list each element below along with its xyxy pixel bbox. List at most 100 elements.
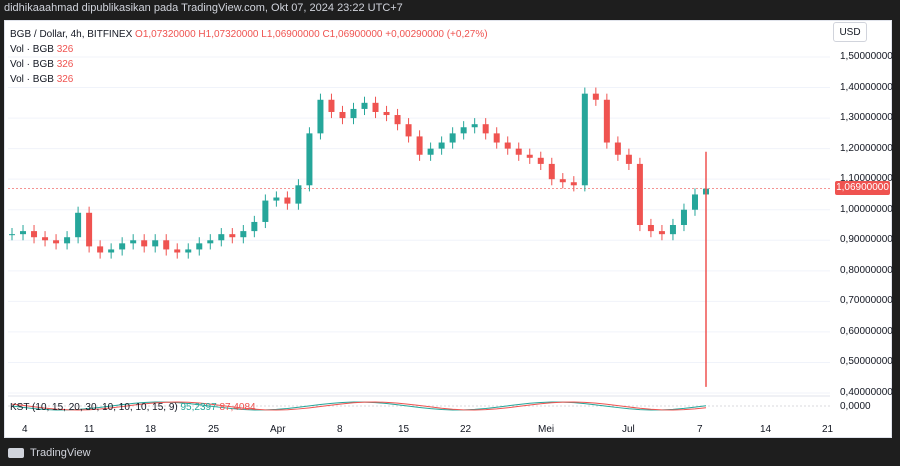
vol-value: 326 xyxy=(56,74,74,85)
kst-value-2: 87,4084 xyxy=(219,402,256,413)
candle-body xyxy=(438,142,445,149)
y-tick-label: 0,60000000 xyxy=(840,325,893,337)
x-tick-label: Apr xyxy=(270,424,286,435)
vol-value: 326 xyxy=(56,44,74,55)
candle-body xyxy=(328,99,335,112)
candle-body xyxy=(152,240,159,247)
candle-body xyxy=(548,163,555,180)
x-tick-label: 18 xyxy=(145,424,157,435)
candle-body xyxy=(317,99,324,134)
candle-body xyxy=(9,234,15,236)
x-tick-label: 7 xyxy=(697,424,703,435)
candle-body xyxy=(493,133,500,143)
chart-panel[interactable] xyxy=(4,20,892,438)
candle-body xyxy=(504,142,511,149)
candle-body xyxy=(405,124,412,137)
candle-body xyxy=(691,194,698,210)
candle-body xyxy=(174,249,181,253)
candle-body xyxy=(20,231,27,235)
candle-body xyxy=(680,209,687,225)
x-tick-label: 14 xyxy=(760,424,772,435)
x-tick-label: 8 xyxy=(337,424,343,435)
candle-body xyxy=(141,240,148,247)
x-tick-label: Mei xyxy=(538,424,555,435)
candle-body xyxy=(625,154,632,164)
x-tick-label: 21 xyxy=(822,424,834,435)
candle-body xyxy=(471,124,478,128)
y-tick-label: 1,30000000 xyxy=(840,112,893,124)
symbol-label[interactable]: BGB / Dollar, 4h, BITFINEX xyxy=(10,29,133,40)
vol-label[interactable]: Vol · BGB xyxy=(10,59,54,70)
y-tick-label: 0,90000000 xyxy=(840,234,893,246)
kst-legend: KST (10, 15, 20, 30, 10, 10, 10, 15, 9) … xyxy=(10,402,256,413)
kst-signal-line xyxy=(11,401,707,411)
x-tick-label: 22 xyxy=(460,424,472,435)
candle-body xyxy=(97,246,104,253)
y-tick-label: 0,70000000 xyxy=(840,295,893,307)
y-tick-label: 1,40000000 xyxy=(840,81,893,93)
attribution-text: didhikaaahmad dipublikasikan pada Tradin… xyxy=(4,2,403,14)
y-tick-label: 0,50000000 xyxy=(840,356,893,368)
candle-body xyxy=(130,240,137,244)
candle-body xyxy=(361,102,368,109)
candle-body xyxy=(559,179,566,183)
candle-body xyxy=(240,231,247,238)
candle-body xyxy=(515,148,522,155)
y-tick-label: 1,10000000 xyxy=(840,173,893,185)
candle-body xyxy=(196,243,203,250)
candle-body xyxy=(207,240,214,244)
candle-body xyxy=(570,182,577,186)
x-tick-label: Jul xyxy=(622,424,635,435)
y-tick-label: 0,80000000 xyxy=(840,264,893,276)
candle-body xyxy=(526,154,533,158)
vol-value: 326 xyxy=(56,59,74,70)
candle-body xyxy=(669,225,676,235)
candle-body xyxy=(229,234,236,238)
y-tick-label: 0,40000000 xyxy=(840,387,893,398)
candle-body xyxy=(537,157,544,164)
candle-body xyxy=(262,200,269,222)
footer: TradingView xyxy=(8,445,91,461)
x-tick-label: 4 xyxy=(22,424,28,435)
candle-body xyxy=(218,234,225,241)
candle-body xyxy=(449,133,456,143)
brand-label[interactable]: TradingView xyxy=(30,447,91,459)
candle-body xyxy=(592,93,599,100)
candle-body xyxy=(108,249,115,253)
candle-body xyxy=(647,225,654,232)
currency-button[interactable]: USD xyxy=(833,22,867,42)
last-price-tag: 1,06900000 xyxy=(835,181,890,195)
candle-body xyxy=(284,197,291,204)
y-tick-label: 1,00000000 xyxy=(840,203,893,215)
candle-body xyxy=(614,142,621,155)
kst-label[interactable]: KST (10, 15, 20, 30, 10, 10, 10, 15, 9) xyxy=(10,402,178,413)
candle-body xyxy=(42,237,49,241)
candle-body xyxy=(75,212,82,238)
candle-body xyxy=(581,93,588,186)
candle-body xyxy=(350,108,357,119)
candle-body xyxy=(339,111,346,119)
candle-body xyxy=(119,243,126,250)
candle-body xyxy=(251,221,258,232)
x-tick-label: 25 xyxy=(208,424,220,435)
candle-body xyxy=(394,115,401,125)
ohlc-values: O1,07320000 H1,07320000 L1,06900000 C1,0… xyxy=(135,29,488,40)
x-tick-label: 11 xyxy=(84,424,95,435)
vol-label[interactable]: Vol · BGB xyxy=(10,44,54,55)
x-tick-label: 15 xyxy=(398,424,410,435)
candle-body xyxy=(603,99,610,143)
vol-label[interactable]: Vol · BGB xyxy=(10,74,54,85)
candle-body xyxy=(416,136,423,155)
candle-body xyxy=(53,240,60,244)
tradingview-logo-icon xyxy=(8,448,24,458)
y-tick-label: 1,20000000 xyxy=(840,142,893,154)
candle-body xyxy=(273,197,280,201)
candle-body xyxy=(460,127,467,134)
chart-legend: BGB / Dollar, 4h, BITFINEX O1,07320000 H… xyxy=(10,27,488,87)
candle-body xyxy=(64,237,71,244)
candle-body xyxy=(482,124,489,134)
candle-body xyxy=(31,231,38,238)
y-tick-label: 1,50000000 xyxy=(840,51,893,62)
